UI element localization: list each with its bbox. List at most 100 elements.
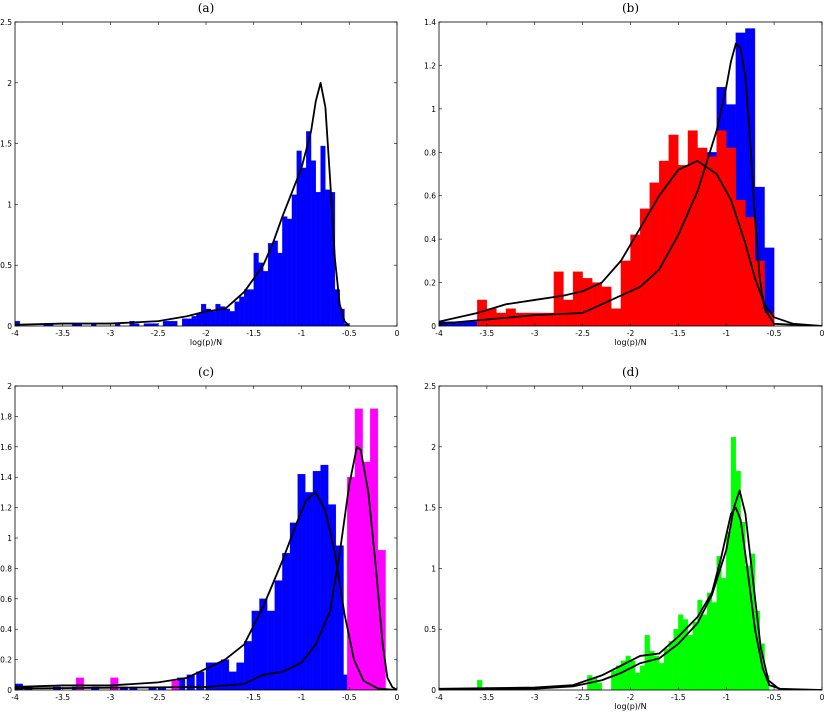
density-curve [439, 160, 822, 326]
x-tick-label: -3.5 [480, 693, 495, 702]
x-tick-label: -2 [202, 693, 210, 702]
histogram-bar [611, 308, 622, 326]
histogram-bar [201, 303, 207, 326]
x-tick-label: -2.5 [575, 329, 590, 338]
x-tick-label: -2.5 [575, 693, 590, 702]
bars-group [439, 28, 822, 326]
histogram-bar [735, 470, 741, 690]
density-curve [15, 445, 397, 690]
histogram-bar [263, 271, 269, 326]
y-tick-label: 2 [7, 79, 12, 88]
x-tick-label: -1 [723, 329, 731, 338]
x-tick-label: -2 [627, 329, 635, 338]
x-tick-label: -3 [107, 693, 115, 702]
histogram-bar [272, 240, 278, 326]
x-tick-label: -0.5 [767, 329, 782, 338]
y-tick-label: 0 [7, 686, 12, 695]
panel-title: (d) [622, 365, 639, 379]
x-tick-label: -4 [435, 693, 443, 702]
density-curve [439, 489, 822, 690]
x-tick-label: -1 [298, 329, 306, 338]
x-tick-label: -1 [298, 693, 306, 702]
histogram-bar [196, 313, 202, 326]
histogram-bar [266, 610, 275, 690]
histogram-bar [654, 655, 660, 690]
histogram-bar [171, 680, 180, 690]
panel-d: (d) -4 -3.5 -3 -2.5 -2 -1.5 -1 -0.5 0 0 0.5 1 1.5 2 2.5… [424, 365, 825, 711]
histogram-bar [596, 682, 602, 690]
histogram-bar [467, 321, 478, 326]
y-tick-label: 2.5 [0, 18, 12, 27]
x-tick-label: -3.5 [480, 329, 495, 338]
histogram-bar [601, 286, 612, 326]
y-tick-label: 0 [431, 322, 436, 331]
histogram-bar [716, 130, 727, 326]
histogram-bar [692, 621, 698, 690]
y-tick-label: 1.5 [424, 504, 436, 513]
y-tick-label: 1 [7, 534, 12, 543]
histogram-bar [515, 312, 526, 326]
histogram-bar [639, 665, 646, 690]
y-tick-label: 0.5 [424, 625, 436, 634]
histogram-bar [215, 303, 221, 326]
histogram-bar [248, 289, 254, 326]
histogram-bar [224, 308, 231, 326]
histogram-bar [678, 614, 684, 690]
histogram-bar [306, 131, 312, 326]
x-tick-label: -2 [202, 329, 210, 338]
density-curve [15, 491, 397, 690]
y-tick-label: 0 [431, 686, 436, 695]
histogram-bar [282, 216, 288, 326]
histogram-bar [239, 296, 245, 326]
histogram-bar [764, 312, 775, 326]
histogram-bar [377, 550, 386, 690]
histogram-bar [253, 252, 259, 326]
density-curve [15, 81, 350, 326]
histogram-bar [659, 663, 665, 690]
x-tick-label: -3.5 [55, 693, 70, 702]
histogram-bar [687, 130, 698, 326]
histogram-bar [172, 320, 178, 326]
histogram-bar [267, 243, 274, 326]
histogram-bar [649, 650, 655, 690]
panel-a: (a) -4 -3.5 -3 -2.5 -2 -1.5 -1 -0.5 0 0 0.5 1 1.5 2 2.5… [0, 1, 400, 347]
histogram-bar [110, 677, 119, 690]
histogram-bar [553, 271, 564, 326]
histogram-bar [496, 312, 507, 326]
x-tick-label: 0 [395, 693, 400, 702]
y-tick-label: 1.2 [0, 504, 12, 513]
y-tick-label: 0.4 [424, 235, 436, 244]
histogram-bar [312, 470, 321, 690]
y-tick-label: 1.4 [424, 18, 436, 27]
histogram-bar [678, 165, 689, 326]
bars-group [15, 408, 397, 690]
panel-b: (b) -4 -3.5 -3 -2.5 -2 -1.5 -1 -0.5 0 0 0.2 0.4 0.6 0.… [424, 1, 825, 347]
x-tick-label: -1.5 [246, 329, 261, 338]
histogram-bar [277, 252, 283, 326]
density-curve [439, 506, 822, 690]
density-curve [439, 42, 822, 326]
x-tick-label: -1.5 [671, 329, 686, 338]
histogram-bar [630, 234, 641, 326]
histogram-bar [167, 320, 173, 326]
x-tick-label: -2 [627, 693, 635, 702]
histogram-bar [582, 278, 593, 326]
x-tick-label: -3.5 [55, 329, 70, 338]
histogram-bar [592, 677, 598, 690]
histogram-bar [191, 316, 197, 326]
x-tick-label: 0 [820, 329, 825, 338]
x-tick-label: -1.5 [246, 693, 261, 702]
plot-frame [14, 21, 398, 327]
x-tick-label: -0.5 [767, 693, 782, 702]
y-tick-label: 1 [431, 105, 436, 114]
y-tick-label: 0.2 [424, 279, 436, 288]
histogram-bar [325, 189, 331, 326]
y-tick-label: 0.8 [0, 564, 12, 573]
histogram-bar [181, 318, 188, 326]
histogram-bar [315, 192, 321, 326]
x-tick-label: 0 [820, 693, 825, 702]
bars-group [439, 436, 822, 690]
histogram-bar [301, 167, 307, 326]
y-tick-label: 1.8 [0, 412, 12, 421]
